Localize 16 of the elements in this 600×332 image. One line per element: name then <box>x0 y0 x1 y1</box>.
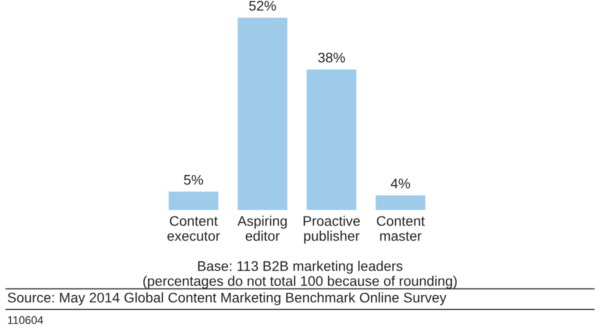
x-tick-label: Content executor <box>167 216 220 241</box>
text: Base: 113 B2B marketing leaders <box>198 260 402 274</box>
x-tick-label: Content master <box>376 216 425 241</box>
bar <box>238 18 288 210</box>
data-label: 5% <box>184 174 204 185</box>
bar <box>376 195 426 210</box>
text: 110604 <box>8 316 44 324</box>
x-tick-label: Proactive publisher <box>304 216 360 244</box>
x-tick-label: Aspiring editor <box>237 216 287 241</box>
bar <box>306 69 356 210</box>
data-label: 52% <box>249 0 276 11</box>
bar <box>168 192 218 210</box>
data-label: 38% <box>318 52 345 63</box>
text: (percentages do not total 100 because of rounding) <box>143 276 457 289</box>
data-label: 4% <box>390 178 410 188</box>
source-note: Source: May 2014 Global Content Marketing Benchmark Online Survey <box>8 292 446 306</box>
